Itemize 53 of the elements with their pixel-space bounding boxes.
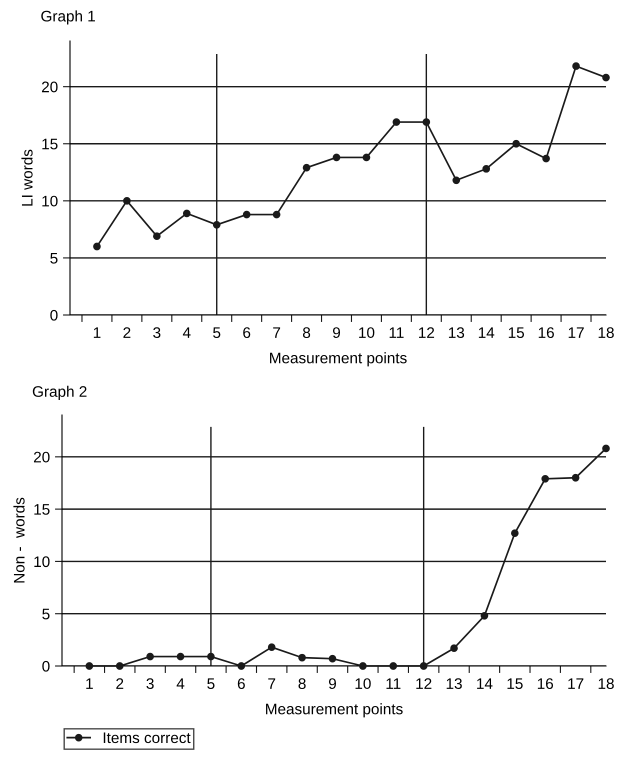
x-tick-label: 17 — [568, 678, 584, 689]
x-tick-label: 13 — [446, 678, 462, 690]
x-tick-label: 13 — [448, 327, 464, 338]
x-tick-label: 11 — [390, 327, 404, 338]
y-tick-label: 10 — [42, 196, 58, 207]
x-axis-title: Measurement points — [270, 352, 407, 366]
y-axis-title: Non - words — [13, 498, 25, 583]
x-tick-label: 11 — [386, 678, 400, 689]
x-tick-label: 7 — [273, 327, 280, 338]
x-tick-label: 3 — [146, 678, 154, 690]
x-tick-label: 3 — [153, 327, 160, 338]
y-tick-label: 15 — [42, 138, 58, 150]
chart-title: Graph 1 — [41, 10, 95, 25]
x-tick-label: 14 — [478, 327, 494, 338]
x-tick-label: 5 — [213, 327, 220, 338]
x-tick-label: 4 — [176, 678, 184, 689]
y-tick-label: 10 — [34, 556, 50, 568]
x-tick-label: 1 — [86, 678, 93, 689]
x-tick-label: 1 — [94, 327, 100, 338]
x-tick-label: 6 — [238, 678, 245, 690]
x-tick-label: 18 — [598, 327, 614, 338]
y-tick-label: 0 — [42, 660, 50, 672]
chart-title: Graph 2 — [32, 386, 87, 400]
x-tick-label: 16 — [538, 678, 554, 690]
x-tick-label: 14 — [477, 678, 492, 689]
y-tick-label: 5 — [50, 252, 58, 264]
x-tick-label: 4 — [182, 327, 191, 338]
x-axis-title: Measurement points — [266, 703, 403, 718]
x-tick-label: 2 — [123, 327, 130, 338]
x-tick-label: 15 — [508, 327, 524, 338]
x-tick-label: 9 — [332, 327, 340, 338]
x-tick-label: 16 — [538, 327, 554, 338]
x-tick-label: 15 — [507, 678, 523, 690]
y-tick-label: 15 — [34, 504, 50, 515]
x-tick-label: 17 — [568, 327, 584, 338]
legend-label: Items correct — [104, 732, 191, 744]
x-tick-label: 10 — [356, 678, 371, 690]
x-tick-label: 10 — [359, 327, 374, 338]
x-tick-label: 6 — [243, 327, 250, 338]
y-tick-label: 20 — [34, 452, 50, 463]
x-tick-label: 5 — [207, 678, 215, 690]
x-tick-label: 2 — [116, 678, 124, 689]
y-tick-label: 20 — [42, 82, 58, 92]
y-tick-label: 0 — [50, 310, 58, 321]
x-tick-label: 8 — [298, 678, 306, 690]
y-axis-title: LI words — [21, 150, 33, 206]
x-tick-label: 12 — [419, 327, 434, 338]
x-tick-label: 12 — [416, 678, 432, 689]
y-tick-label: 5 — [42, 608, 50, 620]
x-tick-label: 8 — [302, 327, 310, 338]
x-tick-label: 18 — [598, 678, 614, 690]
x-tick-label: 7 — [268, 678, 276, 689]
x-tick-label: 9 — [328, 678, 336, 690]
